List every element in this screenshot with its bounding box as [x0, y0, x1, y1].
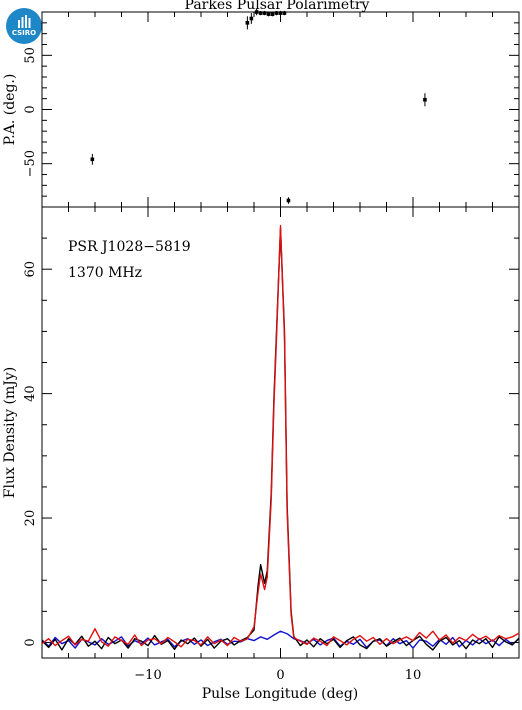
pa-point: [278, 11, 283, 15]
flux-panel: −10 0 10 0 20 40 60 Pulse Longitude (deg) Flux D…: [2, 206, 520, 702]
y-axis-label: P.A. (deg.): [2, 74, 18, 146]
flux-series-line: [41, 228, 520, 651]
pa-point: [262, 11, 267, 15]
y-tick-label: 40: [23, 385, 38, 402]
annotation: 1370 MHz: [68, 265, 142, 281]
chart-title: Parkes Pulsar Polarimetry: [185, 0, 370, 13]
y-tick-label: 60: [23, 261, 38, 278]
csiro-logo: CSIRO: [6, 8, 42, 44]
pa-point: [423, 97, 427, 102]
pa-point: [249, 16, 254, 21]
y-tick-label: 50: [23, 47, 38, 64]
logo-bars-icon: [18, 15, 31, 28]
logo-text: CSIRO: [11, 29, 37, 37]
x-axis-label: Pulse Longitude (deg): [202, 686, 359, 702]
y-tick-label: 0: [23, 105, 38, 113]
pa-point: [258, 11, 263, 15]
y-tick-label: −50: [23, 150, 38, 177]
pa-point: [270, 12, 275, 16]
x-tick-label: 10: [405, 668, 422, 683]
y-tick-label: 20: [23, 510, 38, 527]
pa-point: [274, 11, 279, 15]
pa-point: [282, 11, 287, 15]
pa-point: [254, 10, 259, 14]
pa-point: [286, 198, 291, 203]
x-tick-label: −10: [134, 668, 161, 683]
y-tick-label: 0: [23, 638, 38, 646]
pa-point: [245, 21, 250, 25]
y-axis-label: Flux Density (mJy): [2, 367, 18, 498]
pa-point: [90, 157, 95, 162]
pa-point: [266, 12, 271, 16]
pa-panel: −50 0 50 Parkes Pulsar Polarimetry P.A. (deg…: [2, 0, 520, 208]
flux-series-line: [41, 224, 520, 648]
plot-frame: [41, 11, 520, 208]
annotation: PSR J1028−5819: [68, 239, 191, 255]
x-tick-label: 0: [276, 668, 284, 683]
